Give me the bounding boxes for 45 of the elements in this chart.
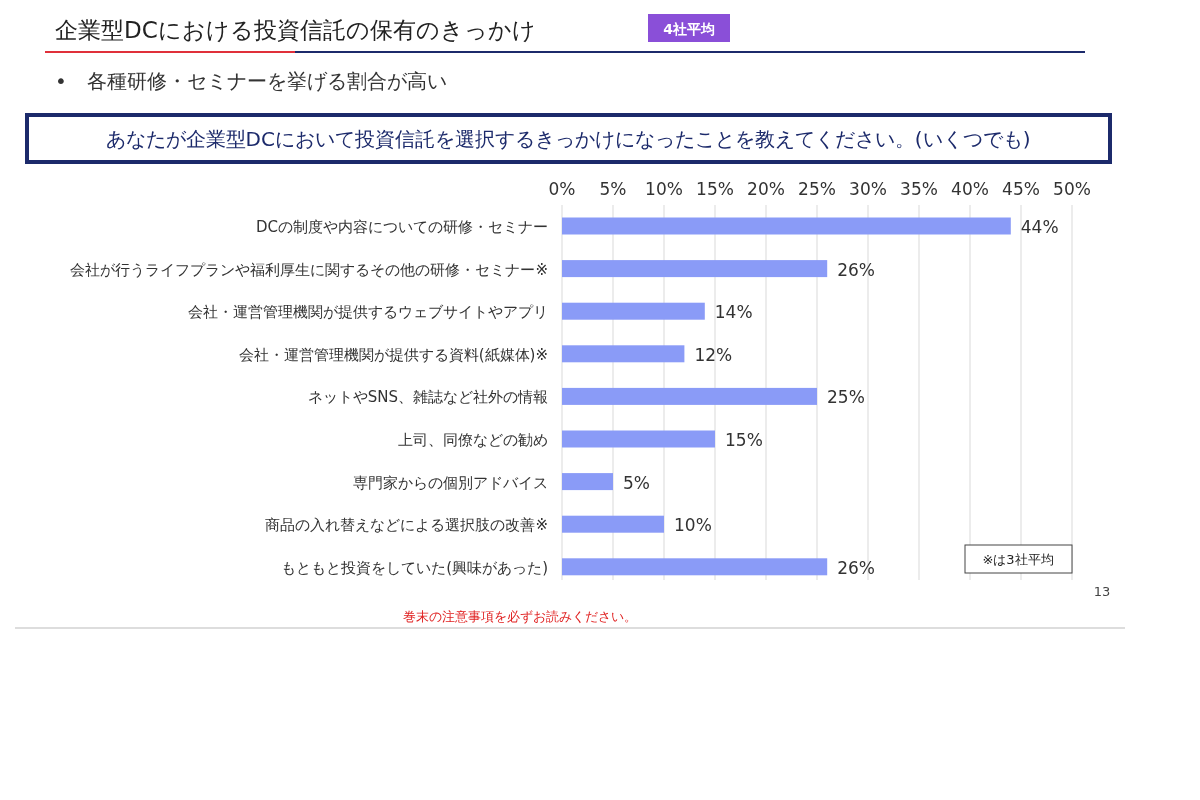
bar <box>562 260 828 278</box>
data-label: 10% <box>674 515 712 536</box>
y-tick-label: 会社・運営管理機関が提供する資料(紙媒体)※ <box>238 345 548 364</box>
x-tick-label: 0% <box>548 179 576 199</box>
data-label: 14% <box>714 302 753 323</box>
y-tick-label: 会社が行うライフプランや福利厚生に関するその他の研修・セミナー※ <box>70 260 548 279</box>
y-tick-label: ネットやSNS、雑誌など社外の情報 <box>307 388 548 407</box>
y-tick-label: もともと投資をしていた(興味があった) <box>281 558 548 577</box>
x-tick-label: 30% <box>849 179 887 199</box>
text: 4社平均 <box>663 21 715 37</box>
text: 13 <box>1093 584 1111 599</box>
bar <box>562 430 715 448</box>
y-tick-label: DCの制度や内容についての研修・セミナー <box>255 218 548 236</box>
x-tick-label: 10% <box>645 179 683 199</box>
x-tick-label: 25% <box>798 179 836 199</box>
text: 企業型DCにおける投資信託の保有のきっかけ <box>55 17 536 43</box>
x-tick-label: 45% <box>1002 179 1040 199</box>
bar <box>562 217 1011 235</box>
y-tick-label: 上司、同僚などの勧め <box>398 431 548 449</box>
text: あなたが企業型DCにおいて投資信託を選択するきっかけになったことを教えてください。(いくつでも) <box>105 127 1031 151</box>
data-label: 12% <box>694 344 733 365</box>
x-tick-label: 40% <box>951 179 989 199</box>
bar <box>562 558 828 576</box>
text: • 各種研修・セミナーを挙げる割合が高い <box>55 69 447 93</box>
x-tick-label: 5% <box>599 179 627 199</box>
x-tick-label: 35% <box>900 179 938 199</box>
bar <box>562 387 817 405</box>
y-tick-label: 専門家からの個別アドバイス <box>353 473 548 492</box>
data-label: 26% <box>837 557 875 578</box>
x-tick-label: 50% <box>1053 179 1091 199</box>
bar <box>562 345 685 363</box>
data-label: 5% <box>623 472 650 493</box>
bar <box>562 515 664 533</box>
y-tick-label: 商品の入れ替えなどによる選択肢の改善※ <box>265 516 548 535</box>
y-tick-label: 会社・運営管理機関が提供するウェブサイトやアプリ <box>188 303 548 322</box>
x-tick-label: 15% <box>696 179 734 199</box>
bar <box>562 473 613 491</box>
text: 巻末の注意事項を必ずお読みください。 <box>403 609 637 624</box>
x-tick-label: 20% <box>747 179 785 199</box>
data-label: 26% <box>837 259 875 280</box>
data-label: 44% <box>1020 217 1059 237</box>
bar <box>562 302 705 320</box>
data-label: 25% <box>827 387 865 408</box>
annotation: ※は3社平均 <box>982 552 1054 567</box>
data-label: 15% <box>725 430 763 450</box>
